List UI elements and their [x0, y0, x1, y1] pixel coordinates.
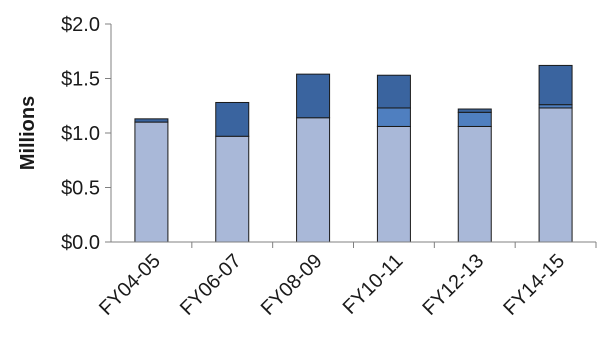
- bars: [134, 64, 573, 243]
- bar-segment-3: [134, 118, 169, 123]
- bar-segment-1: [296, 117, 331, 243]
- x-tick-label: FY12-13: [418, 250, 488, 320]
- y-tick-label: $1.0: [61, 123, 100, 145]
- y-tick-label: $2.0: [61, 14, 100, 36]
- y-axis-ticks: $0.0 $0.5 $1.0 $1.5 $2.0: [61, 14, 111, 254]
- y-tick-label: $0.0: [61, 232, 100, 254]
- x-tick-label: FY04-05: [95, 250, 165, 320]
- bar-segment-2: [376, 107, 411, 127]
- y-axis-label: Millions: [17, 96, 39, 170]
- bar-segment-1: [134, 121, 169, 243]
- bar-segment-3: [457, 108, 492, 113]
- y-tick-label: $0.5: [61, 178, 100, 200]
- x-tick-label: FY08-09: [257, 250, 327, 320]
- bar-segment-3: [538, 64, 573, 106]
- x-tick-label: FY06-07: [176, 250, 246, 320]
- bar-segment-3: [376, 74, 411, 109]
- y-tick-label: $1.5: [61, 69, 100, 91]
- bar-segment-2: [457, 111, 492, 127]
- x-tick-label: FY10-11: [339, 250, 408, 319]
- bar-segment-3: [296, 73, 331, 119]
- x-tick-label: FY14-15: [499, 250, 569, 320]
- bar-segment-1: [457, 125, 492, 243]
- bar-segment-1: [376, 125, 411, 243]
- x-axis-tick-labels: FY04-05 FY06-07 FY08-09 FY10-11 FY12-13 FY14-…: [95, 242, 597, 320]
- bar-segment-3: [215, 101, 250, 137]
- bar-segment-1: [215, 135, 250, 243]
- bar-segment-1: [538, 107, 573, 243]
